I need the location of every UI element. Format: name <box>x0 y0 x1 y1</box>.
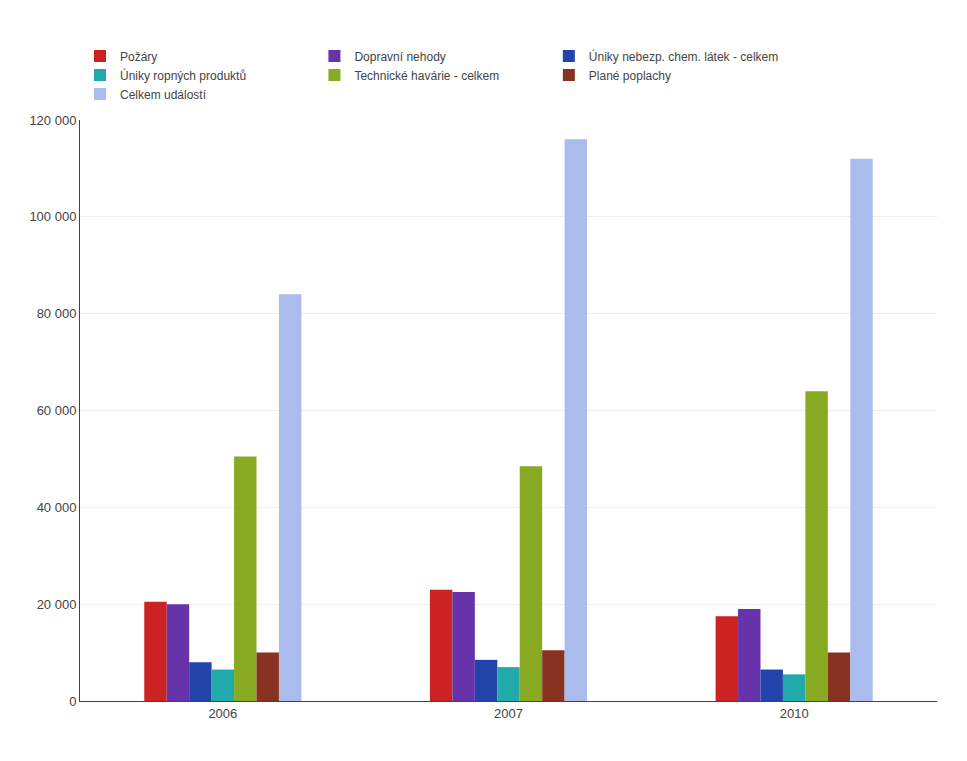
svg-text:Plané poplachy: Plané poplachy <box>589 69 671 83</box>
svg-text:2006: 2006 <box>208 706 237 721</box>
svg-text:Dopravní nehody: Dopravní nehody <box>354 50 445 64</box>
svg-text:2007: 2007 <box>494 706 523 721</box>
svg-text:Úniky ropných produktů: Úniky ropných produktů <box>120 68 246 83</box>
svg-text:0: 0 <box>69 694 76 709</box>
svg-text:Celkem událostí: Celkem událostí <box>120 88 207 102</box>
svg-text:40 000: 40 000 <box>37 500 77 515</box>
svg-text:Požáry: Požáry <box>120 50 157 64</box>
svg-text:20 000: 20 000 <box>37 597 77 612</box>
svg-text:80 000: 80 000 <box>37 306 77 321</box>
svg-text:2010: 2010 <box>780 706 809 721</box>
svg-text:100 000: 100 000 <box>29 209 76 224</box>
svg-text:Úniky nebezp. chem. látek - ce: Úniky nebezp. chem. látek - celkem <box>589 49 778 64</box>
svg-text:Technické havárie - celkem: Technické havárie - celkem <box>354 69 499 83</box>
svg-text:60 000: 60 000 <box>37 403 77 418</box>
svg-text:120 000: 120 000 <box>29 113 76 128</box>
